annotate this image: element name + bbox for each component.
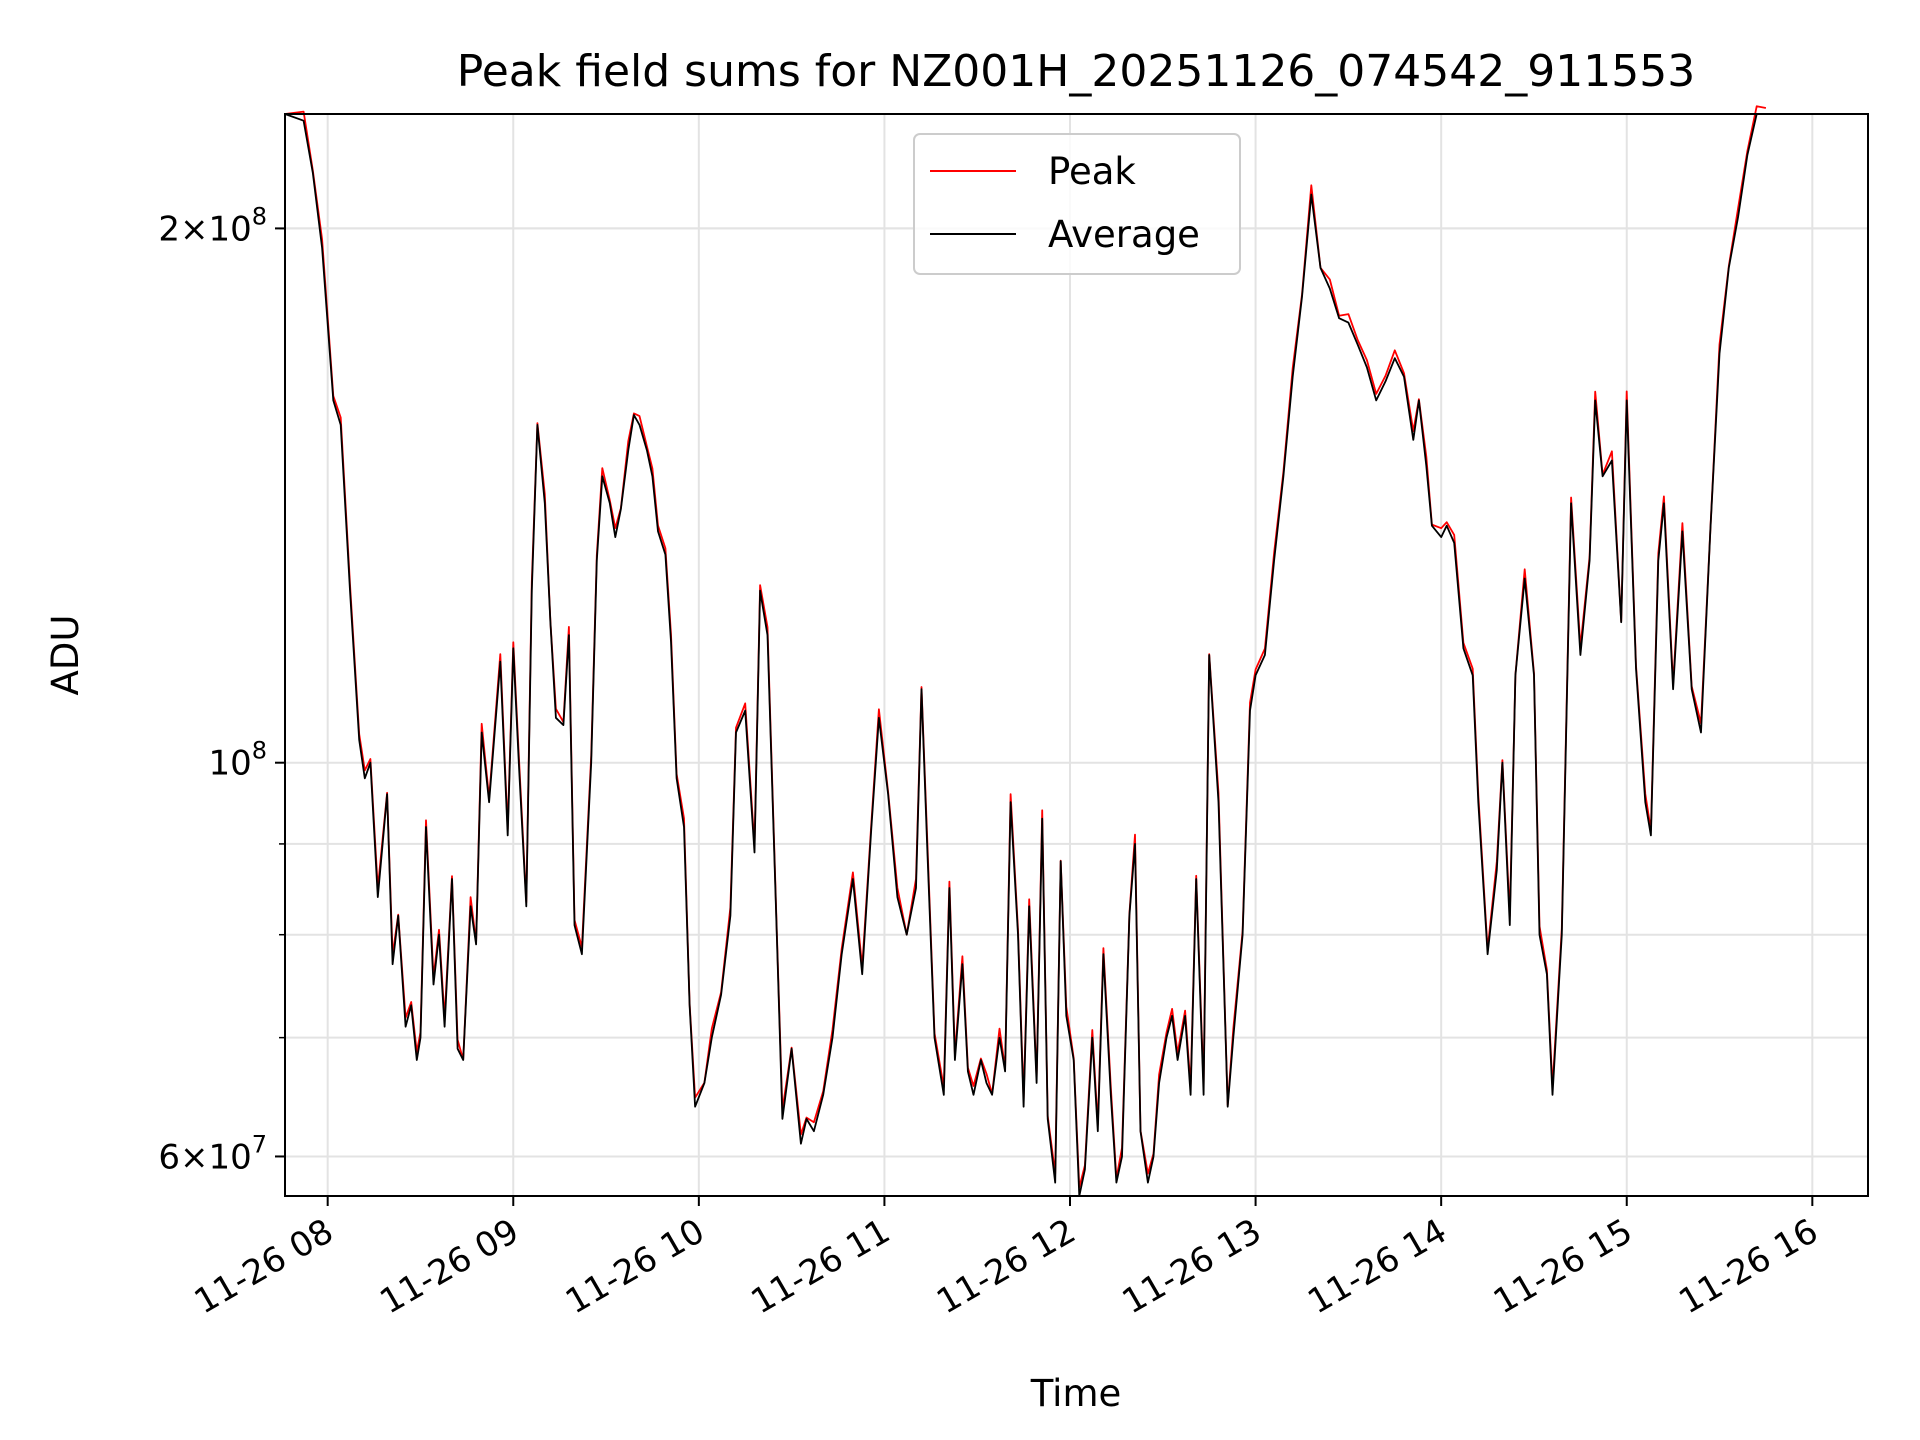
- legend-label-average: Average: [1048, 213, 1200, 256]
- x-tick-label: 11-26 15: [1487, 1211, 1639, 1322]
- y-tick-label: 2×108: [158, 202, 267, 249]
- series-average-line: [284, 113, 1766, 1197]
- plot-frame: [284, 113, 1869, 1197]
- x-axis-label: Time: [1030, 1372, 1122, 1415]
- x-tick-label: 11-26 13: [1116, 1211, 1268, 1322]
- legend-label-peak: Peak: [1048, 150, 1136, 193]
- y-axis-ticks: 6×107 108 2×108: [158, 202, 285, 1177]
- x-tick-label: 11-26 14: [1301, 1211, 1453, 1322]
- series-layer: [284, 105, 1767, 1197]
- legend: Peak Average: [913, 133, 1241, 275]
- y-tick-label: 108: [208, 737, 267, 784]
- x-tick-label: 11-26 10: [559, 1211, 711, 1322]
- x-axis-ticks: 11-26 08 11-26 09 11-26 10 11-26 11 11-26 12…: [188, 1196, 1825, 1322]
- x-tick-label: 11-26 12: [930, 1211, 1082, 1322]
- gridlines: [285, 114, 1868, 1196]
- legend-box: [913, 133, 1241, 275]
- y-axis-label: ADU: [44, 615, 87, 696]
- chart-title: Peak field sums for NZ001H_20251126_0745…: [457, 46, 1695, 97]
- x-tick-label: 11-26 09: [373, 1211, 525, 1322]
- x-tick-label: 11-26 16: [1672, 1211, 1824, 1322]
- y-tick-label: 6×107: [158, 1130, 267, 1177]
- x-tick-label: 11-26 11: [745, 1211, 897, 1322]
- x-tick-label: 11-26 08: [188, 1211, 340, 1322]
